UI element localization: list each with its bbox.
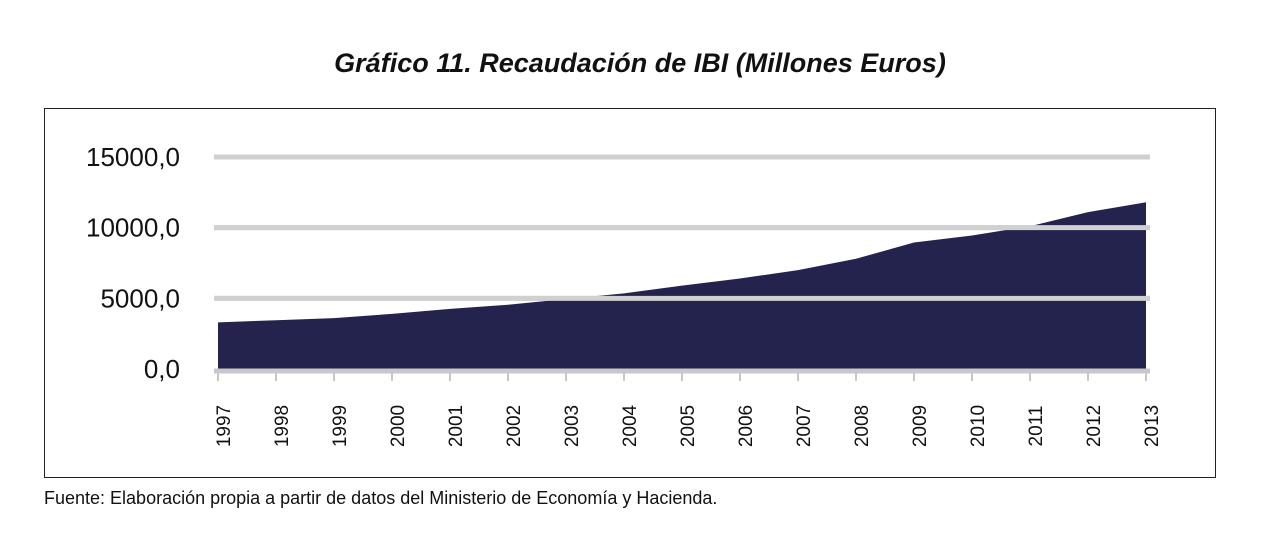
x-tick-label: 1997: [214, 405, 235, 447]
source-note: Fuente: Elaboración propia a partir de d…: [44, 488, 718, 508]
x-tick-label: 1999: [330, 405, 351, 447]
chart-title: Gráfico 11. Recaudación de IBI (Millones…: [334, 48, 946, 78]
y-tick-label: 15000,0: [86, 142, 180, 172]
area-series: [218, 202, 1146, 369]
y-tick-label: 10000,0: [86, 213, 180, 243]
x-tick-label: 2001: [446, 405, 467, 447]
chart-frame: [44, 108, 1216, 478]
x-tick-label: 2011: [1026, 406, 1047, 447]
y-tick-label: 5000,0: [100, 283, 180, 313]
gridlines-over-area: [214, 154, 1150, 301]
x-tick-label: 1998: [272, 405, 293, 447]
x-tick-label: 2013: [1142, 405, 1163, 447]
x-tick-label: 2002: [504, 405, 525, 447]
x-tick-label: 2010: [968, 405, 989, 447]
x-tick-label: 2005: [678, 405, 699, 447]
x-tick-label: 2004: [620, 404, 641, 447]
x-tick-label: 2007: [794, 405, 815, 447]
x-axis-labels: 1997 1998 1999 2000 2001 2002 2003 2004 2005 2006…: [214, 404, 1163, 447]
y-tick-label: 0,0: [144, 354, 180, 384]
x-tick-label: 2006: [736, 405, 757, 447]
x-tick-label: 2009: [910, 405, 931, 447]
x-tick-label: 2000: [388, 405, 409, 447]
x-tick-label: 2003: [562, 405, 583, 447]
x-tick-label: 2012: [1084, 405, 1105, 447]
area-series-fill: [218, 202, 1146, 369]
x-axis: [214, 368, 1150, 381]
x-tick-label: 2008: [852, 405, 873, 447]
y-axis-labels: 0,0 5000,0 10000,0 15000,0: [86, 142, 180, 384]
